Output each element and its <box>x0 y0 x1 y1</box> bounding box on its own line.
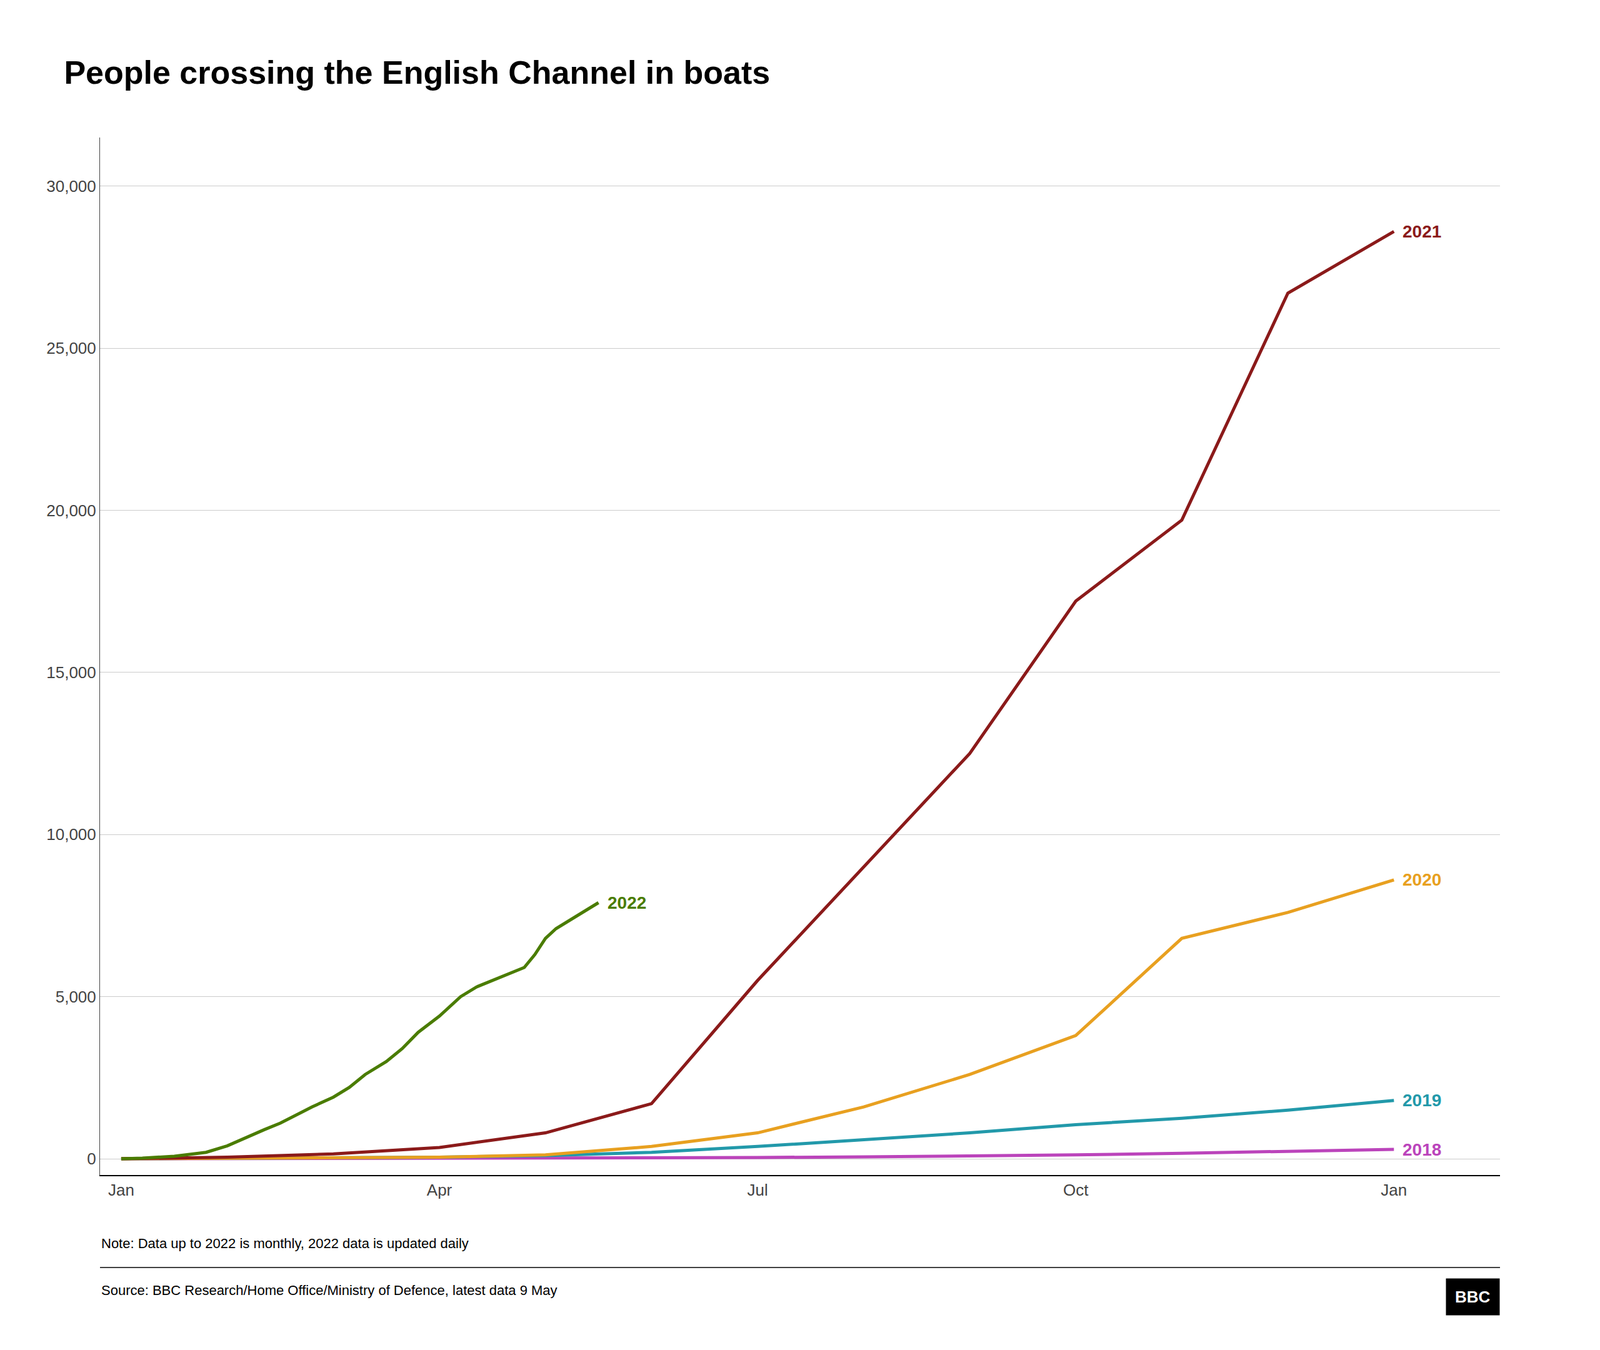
svg-text:Jan: Jan <box>108 1180 135 1200</box>
svg-text:30,000: 30,000 <box>46 176 97 196</box>
svg-text:15,000: 15,000 <box>46 663 97 682</box>
svg-text:Jan: Jan <box>1380 1180 1407 1200</box>
svg-text:2019: 2019 <box>1402 1090 1442 1110</box>
svg-text:Note: Data up to 2022 is month: Note: Data up to 2022 is monthly, 2022 d… <box>101 1235 469 1252</box>
svg-text:20,000: 20,000 <box>46 501 97 520</box>
svg-text:Jul: Jul <box>746 1180 768 1200</box>
svg-text:5,000: 5,000 <box>55 987 97 1007</box>
svg-text:Apr: Apr <box>426 1180 453 1200</box>
svg-text:Source: BBC Research/Home Offi: Source: BBC Research/Home Office/Ministr… <box>101 1282 558 1299</box>
svg-text:2022: 2022 <box>607 893 647 913</box>
svg-text:2021: 2021 <box>1402 221 1442 242</box>
svg-text:Oct: Oct <box>1063 1180 1089 1200</box>
svg-text:25,000: 25,000 <box>46 338 97 358</box>
svg-text:10,000: 10,000 <box>46 825 97 844</box>
svg-text:BBC: BBC <box>1455 1287 1491 1307</box>
svg-text:0: 0 <box>86 1149 96 1169</box>
svg-text:People crossing the English Ch: People crossing the English Channel in b… <box>63 54 770 91</box>
svg-text:2020: 2020 <box>1402 870 1442 890</box>
svg-text:2018: 2018 <box>1402 1140 1442 1160</box>
